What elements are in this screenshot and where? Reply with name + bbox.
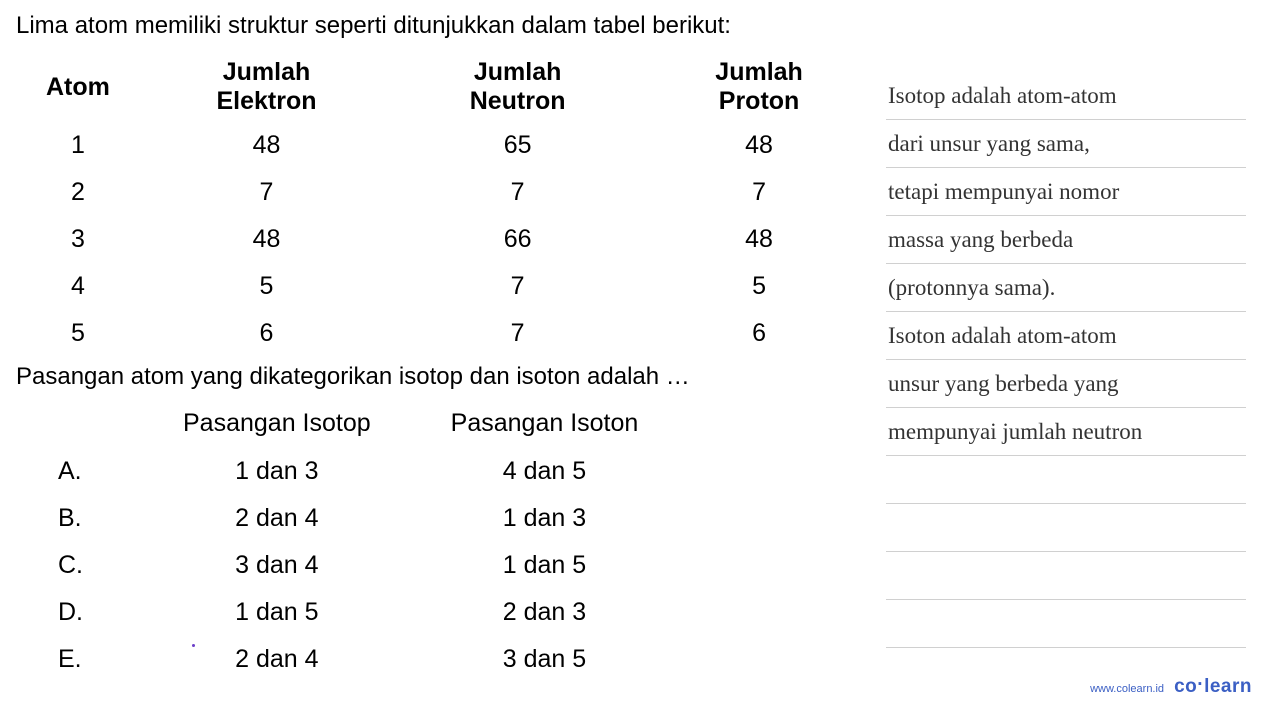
option-isoton: 4 dan 5 xyxy=(411,448,679,495)
option-isotop: 3 dan 4 xyxy=(143,542,411,589)
intro-text: Lima atom memiliki struktur seperti ditu… xyxy=(16,12,876,40)
handwritten-notes: Isotop adalah atom-atom dari unsur yang … xyxy=(886,72,1246,648)
option-isoton: 1 dan 5 xyxy=(411,542,679,589)
cell: 7 xyxy=(393,169,642,216)
cell: 4 xyxy=(16,263,140,310)
cell: 5 xyxy=(642,263,876,310)
option-label: D. xyxy=(58,589,143,636)
table-row: 5 6 7 6 xyxy=(16,310,876,357)
note-line: mempunyai jumlah neutron xyxy=(886,408,1246,456)
note-line xyxy=(886,552,1246,600)
table-row: 3 48 66 48 xyxy=(16,216,876,263)
cell: 66 xyxy=(393,216,642,263)
cell: 7 xyxy=(393,263,642,310)
option-row: A. 1 dan 3 4 dan 5 xyxy=(58,448,678,495)
neutron-header: Jumlah Neutron xyxy=(393,52,642,122)
colearn-logo: www.colearn.id co·learn xyxy=(1090,676,1252,698)
option-row: E. 2 dan 4 3 dan 5 xyxy=(58,636,678,683)
note-line: (protonnya sama). xyxy=(886,264,1246,312)
isotop-header: Pasangan Isotop xyxy=(143,405,411,448)
note-line: massa yang berbeda xyxy=(886,216,1246,264)
option-isoton: 1 dan 3 xyxy=(411,495,679,542)
logo-url: www.colearn.id xyxy=(1090,683,1164,695)
note-line xyxy=(886,504,1246,552)
cell: 3 xyxy=(16,216,140,263)
option-label: A. xyxy=(58,448,143,495)
table-row: 4 5 7 5 xyxy=(16,263,876,310)
cell: 7 xyxy=(642,169,876,216)
atom-data-table: Atom Jumlah Elektron Jumlah Neutron Juml… xyxy=(16,52,876,357)
cell: 6 xyxy=(140,310,393,357)
answer-options-table: Pasangan Isotop Pasangan Isoton A. 1 dan… xyxy=(58,405,678,683)
option-isotop: 1 dan 3 xyxy=(143,448,411,495)
note-line: dari unsur yang sama, xyxy=(886,120,1246,168)
table-row: 2 7 7 7 xyxy=(16,169,876,216)
note-line xyxy=(886,600,1246,648)
cell: 2 xyxy=(16,169,140,216)
cell: 65 xyxy=(393,122,642,169)
cell: 48 xyxy=(140,122,393,169)
option-isotop: 2 dan 4 xyxy=(143,636,411,683)
cell: 5 xyxy=(16,310,140,357)
cell: 7 xyxy=(140,169,393,216)
note-line: unsur yang berbeda yang xyxy=(886,360,1246,408)
note-line xyxy=(886,456,1246,504)
option-isotop: 2 dan 4 xyxy=(143,495,411,542)
option-row: B. 2 dan 4 1 dan 3 xyxy=(58,495,678,542)
atom-header: Atom xyxy=(16,52,140,122)
option-isoton: 3 dan 5 xyxy=(411,636,679,683)
decorative-dot xyxy=(192,644,195,647)
cell: 48 xyxy=(642,122,876,169)
option-row: C. 3 dan 4 1 dan 5 xyxy=(58,542,678,589)
option-label: B. xyxy=(58,495,143,542)
logo-brand: co·learn xyxy=(1174,676,1252,698)
cell: 1 xyxy=(16,122,140,169)
cell: 7 xyxy=(393,310,642,357)
option-row: D. 1 dan 5 2 dan 3 xyxy=(58,589,678,636)
cell: 48 xyxy=(642,216,876,263)
option-label: E. xyxy=(58,636,143,683)
option-isoton: 2 dan 3 xyxy=(411,589,679,636)
option-isotop: 1 dan 5 xyxy=(143,589,411,636)
cell: 6 xyxy=(642,310,876,357)
notes-panel: Isotop adalah atom-atom dari unsur yang … xyxy=(876,12,1264,683)
cell: 48 xyxy=(140,216,393,263)
table-row: 1 48 65 48 xyxy=(16,122,876,169)
options-blank-header xyxy=(58,405,143,448)
isoton-header: Pasangan Isoton xyxy=(411,405,679,448)
proton-header: Jumlah Proton xyxy=(642,52,876,122)
note-line: Isotop adalah atom-atom xyxy=(886,72,1246,120)
cell: 5 xyxy=(140,263,393,310)
option-label: C. xyxy=(58,542,143,589)
question-text: Pasangan atom yang dikategorikan isotop … xyxy=(16,363,876,391)
logo-brand-right: learn xyxy=(1204,676,1252,697)
note-line: Isoton adalah atom-atom xyxy=(886,312,1246,360)
logo-brand-left: co xyxy=(1174,676,1197,697)
note-line: tetapi mempunyai nomor xyxy=(886,168,1246,216)
logo-separator-icon: · xyxy=(1197,674,1204,696)
question-panel: Lima atom memiliki struktur seperti ditu… xyxy=(16,12,876,683)
electron-header: Jumlah Elektron xyxy=(140,52,393,122)
